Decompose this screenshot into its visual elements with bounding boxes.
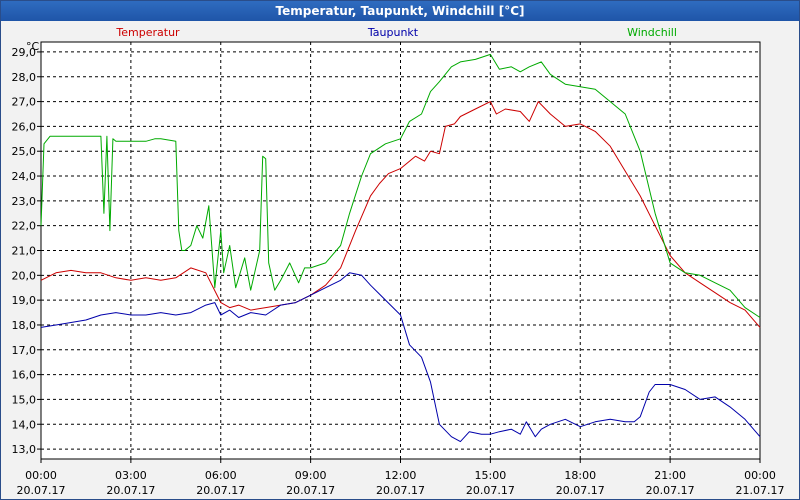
x-tick-date: 20.07.17: [286, 484, 335, 497]
y-tick-label: 24,0: [12, 170, 37, 183]
x-tick-date: 20.07.17: [17, 484, 66, 497]
y-axis-ticks: 13,0 14,0 15,0 16,0 17,0 18,0 19,0 20,0 21,0 22,0…: [12, 46, 41, 456]
legend-temperatur: Temperatur: [115, 26, 180, 39]
y-tick-label: 14,0: [12, 418, 37, 431]
x-tick-time: 03:00: [115, 469, 147, 482]
y-tick-label: 27,0: [12, 96, 37, 109]
y-tick-label: 29,0: [12, 46, 37, 59]
x-axis-ticks: 00:00 20.07.17 03:00 20.07.17 06:00 20.07.17 0…: [17, 459, 785, 497]
x-tick-time: 00:00: [25, 469, 57, 482]
y-tick-label: 25,0: [12, 145, 37, 158]
x-tick-date: 20.07.17: [556, 484, 605, 497]
series-line-windchill: [40, 53, 761, 318]
y-tick-label: 19,0: [12, 294, 37, 307]
x-tick-time: 15:00: [475, 469, 507, 482]
legend: Temperatur Taupunkt Windchill: [115, 26, 677, 39]
y-tick-label: 26,0: [12, 120, 37, 133]
plot-area: [40, 41, 761, 460]
x-tick-date: 20.07.17: [106, 484, 155, 497]
x-tick-date: 20.07.17: [646, 484, 695, 497]
series-line-temperatur: [40, 101, 761, 328]
x-tick-time: 06:00: [205, 469, 237, 482]
x-tick-date: 21.07.17: [736, 484, 785, 497]
window-title: Temperatur, Taupunkt, Windchill [°C]: [1, 1, 799, 21]
x-tick-time: 18:00: [564, 469, 596, 482]
y-tick-label: 15,0: [12, 393, 37, 406]
legend-taupunkt: Taupunkt: [367, 26, 419, 39]
x-tick-date: 20.07.17: [196, 484, 245, 497]
x-tick-time: 00:00: [744, 469, 776, 482]
y-tick-label: 17,0: [12, 344, 37, 357]
series-line-taupunkt: [40, 272, 761, 443]
y-tick-label: 21,0: [12, 245, 37, 258]
y-tick-label: 22,0: [12, 220, 37, 233]
series-lines: [40, 53, 761, 443]
x-tick-time: 12:00: [385, 469, 417, 482]
y-tick-label: 23,0: [12, 195, 37, 208]
y-tick-label: 20,0: [12, 269, 37, 282]
y-tick-label: 16,0: [12, 369, 37, 382]
x-tick-date: 20.07.17: [376, 484, 425, 497]
y-tick-label: 28,0: [12, 71, 37, 84]
y-tick-label: 18,0: [12, 319, 37, 332]
x-tick-time: 21:00: [654, 469, 686, 482]
y-tick-label: 13,0: [12, 443, 37, 456]
x-tick-date: 20.07.17: [466, 484, 515, 497]
x-tick-time: 09:00: [295, 469, 327, 482]
legend-windchill: Windchill: [627, 26, 677, 39]
y-axis-label: °C: [26, 40, 40, 53]
